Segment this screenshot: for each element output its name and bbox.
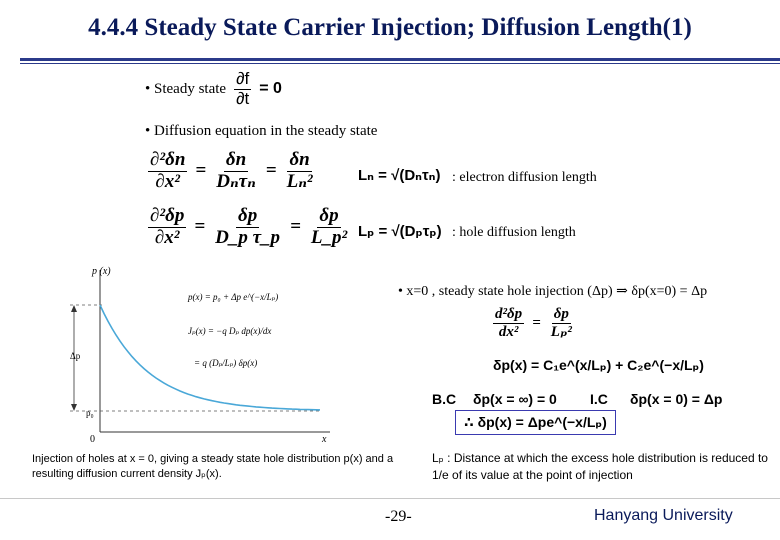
numerator: ∂²δp (148, 205, 187, 228)
denominator: L_p² (310, 226, 348, 248)
title-rule-thin (20, 63, 780, 64)
general-solution: δp(x) = C₁e^(x/Lₚ) + C₂e^(−x/Lₚ) (493, 357, 704, 373)
numerator: δn (223, 149, 249, 172)
steady-state-label: • Steady state (145, 80, 227, 97)
initial-condition-label: I.C (590, 391, 608, 407)
steady-state-row: • Steady state ∂f ∂t = 0 (145, 69, 282, 108)
partial-f-fraction: ∂f ∂t (234, 69, 252, 108)
denominator: dx² (498, 323, 519, 340)
diffusion-length-note: Lₚ : Distance at which the excess hole d… (432, 451, 768, 482)
slide-title: 4.4.4 Steady State Carrier Injection; Di… (88, 14, 692, 41)
hole-diffusion-equation: ∂²δp ∂x² = δp D_p τ_p = δp L_p² (148, 205, 348, 248)
equals-zero: = 0 (259, 80, 282, 98)
electron-diffusion-equation: ∂²δn ∂x² = δn Dₙτₙ = δn Lₙ² (148, 149, 313, 192)
p0-label: p₀ (86, 408, 94, 418)
denominator: ∂x² (155, 170, 180, 192)
numerator: d²δp (493, 306, 525, 324)
figure-equation-jp-result: = q (Dₚ/Lₚ) δp(x) (194, 358, 257, 368)
electron-diffusion-length-formula: Lₙ = √(Dₙτₙ) (358, 167, 441, 184)
denominator: D_p τ_p (215, 226, 281, 248)
delta-p-label: Δp (70, 351, 81, 361)
initial-condition: δp(x = 0) = Δp (630, 391, 723, 407)
boundary-condition-label: B.C (432, 391, 457, 407)
denominator: Dₙτₙ (216, 170, 256, 192)
figure-equation-jp: Jₚ(x) = −q Dₚ dp(x)/dx (188, 326, 271, 336)
x0-injection-bullet: • x=0 , steady state hole injection (Δp)… (398, 284, 708, 299)
hole-distribution-figure: p (x) x 0 p₀ Δp p(x) = p₀ + Δp e^(−x/Lₚ)… (70, 266, 330, 445)
fraction-numerator: ∂f (234, 69, 252, 90)
final-solution-box: ∴ δp(x) = Δpe^(−x/Lₚ) (455, 410, 616, 435)
numerator: δp (551, 306, 571, 324)
denominator: Lₚ² (550, 323, 572, 340)
numerator: δp (317, 205, 341, 228)
hole-diffusion-length-label: : hole diffusion length (452, 225, 576, 240)
diffusion-equation-heading: • Diffusion equation in the steady state (145, 123, 378, 139)
steady-state-ode: d²δp dx² = δp Lₚ² (493, 306, 572, 340)
arrow-head-up (71, 305, 77, 312)
title-rule (20, 58, 780, 61)
figure-equation-p: p(x) = p₀ + Δp e^(−x/Lₚ) (187, 292, 278, 302)
page-number: -29- (385, 508, 412, 525)
numerator: δp (235, 205, 260, 228)
denominator: Lₙ² (286, 170, 313, 192)
numerator: ∂²δn (148, 149, 188, 172)
electron-diffusion-length-label: : electron diffusion length (452, 170, 597, 185)
figure-caption: Injection of holes at x = 0, giving a st… (32, 453, 394, 481)
arrow-head-down (71, 404, 77, 411)
hole-diffusion-length-formula: Lₚ = √(Dₚτₚ) (358, 223, 442, 240)
hole-decay-curve (99, 304, 321, 411)
denominator: ∂x² (154, 226, 180, 248)
institution-name: Hanyang University (594, 507, 733, 524)
origin-label: 0 (90, 434, 95, 445)
boundary-condition: δp(x = ∞) = 0 (473, 391, 557, 407)
y-axis-label: p (x) (91, 266, 111, 277)
numerator: δn (287, 149, 312, 172)
x-axis-label: x (321, 434, 327, 445)
footer-rule (0, 498, 780, 499)
fraction-denominator: ∂t (236, 88, 250, 108)
